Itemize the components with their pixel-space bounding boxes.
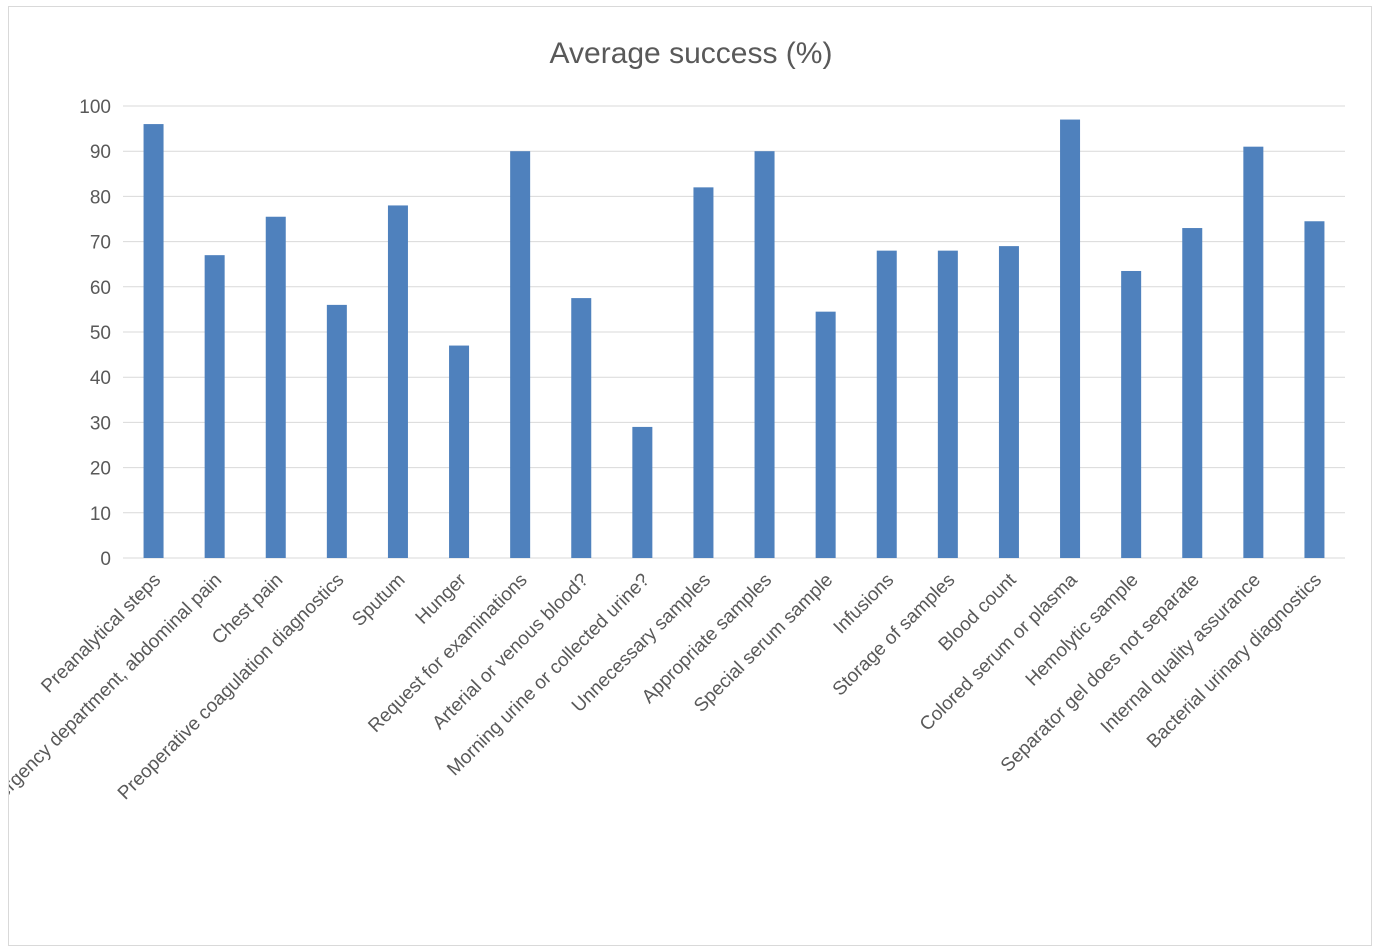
- bar: [632, 426, 653, 558]
- x-tick-label: Sputum: [348, 570, 409, 631]
- x-tick-label: Preoperative coagulation diagnostics: [114, 570, 348, 804]
- y-tick-label: 40: [90, 368, 111, 389]
- x-tick-label: Preanalytical steps: [37, 570, 165, 698]
- bar: [998, 246, 1019, 558]
- chart-area: Average success (%) 0 10 20 30 40 50 60 70 80 90 1…: [8, 6, 1372, 946]
- bar: [204, 255, 225, 558]
- y-tick-label: 30: [90, 413, 111, 434]
- bar: [387, 205, 408, 558]
- bar: [693, 187, 714, 559]
- bar: [449, 345, 470, 558]
- y-tick-label: 70: [90, 233, 111, 254]
- bars: [143, 119, 1325, 559]
- bar: [265, 216, 286, 559]
- y-axis-tick-labels: 0 10 20 30 40 50 60 70 80 90 100: [79, 97, 111, 570]
- bar: [571, 298, 592, 558]
- x-tick-label: Hunger: [412, 569, 471, 628]
- bar: [1304, 221, 1325, 558]
- bar: [937, 250, 958, 558]
- y-tick-label: 60: [90, 278, 111, 299]
- bar: [1182, 228, 1203, 559]
- y-tick-label: 50: [90, 323, 111, 344]
- y-tick-label: 90: [90, 142, 111, 163]
- x-tick-label: Hemolytic sample: [1022, 570, 1143, 691]
- y-tick-label: 80: [90, 187, 111, 208]
- bar: [1121, 270, 1142, 558]
- bar-chart: Average success (%) 0 10 20 30 40 50 60 70 80 90 1…: [9, 37, 1345, 823]
- gridlines: [123, 105, 1345, 559]
- y-tick-label: 100: [79, 97, 111, 118]
- bar: [754, 151, 775, 558]
- bar: [510, 151, 531, 558]
- y-tick-label: 10: [90, 504, 111, 525]
- bar: [876, 250, 897, 558]
- bar: [143, 124, 164, 558]
- y-tick-label: 20: [90, 459, 111, 480]
- y-tick-label: 0: [100, 549, 111, 570]
- bar: [326, 304, 347, 558]
- chart-title: Average success (%): [550, 37, 833, 70]
- bar: [1243, 146, 1264, 558]
- bar: [815, 311, 836, 558]
- bar: [1060, 119, 1081, 558]
